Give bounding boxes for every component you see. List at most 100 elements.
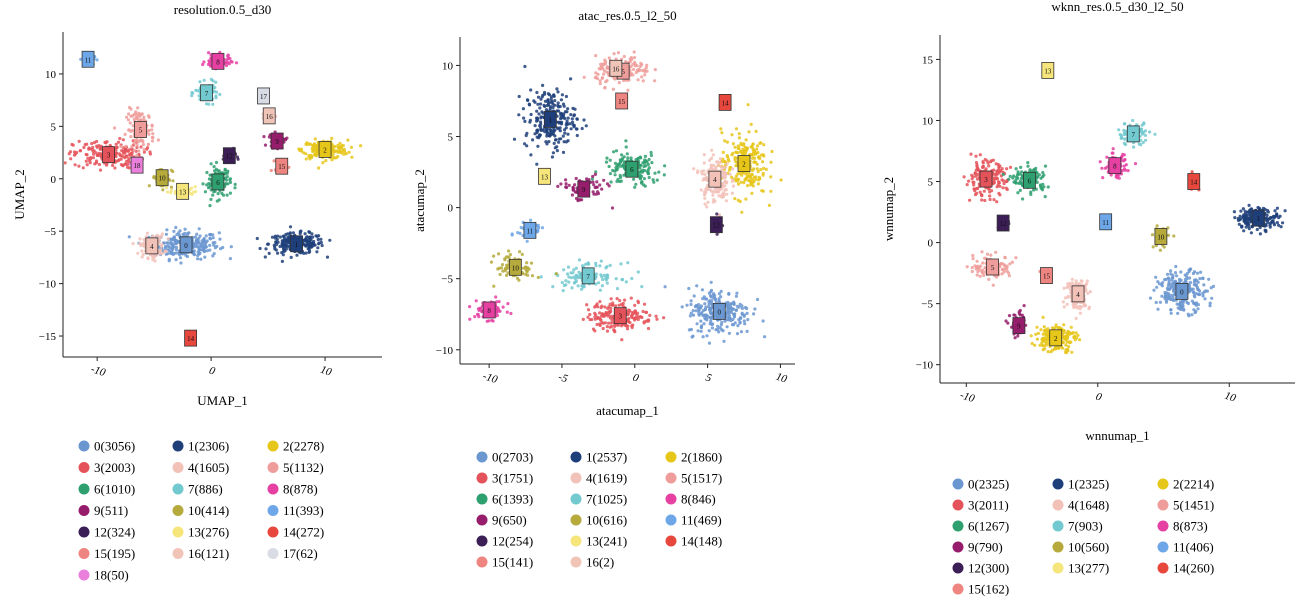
data-point bbox=[633, 304, 636, 307]
data-point bbox=[582, 285, 585, 288]
data-point bbox=[712, 198, 715, 201]
data-point bbox=[979, 275, 982, 278]
data-point bbox=[606, 325, 609, 328]
legend-swatch bbox=[173, 548, 184, 559]
data-point bbox=[971, 181, 974, 184]
data-point bbox=[1265, 224, 1268, 227]
data-point bbox=[1165, 301, 1168, 304]
cluster-label-15: 15 bbox=[616, 93, 628, 109]
data-point bbox=[726, 325, 729, 328]
data-point bbox=[346, 139, 349, 142]
data-point bbox=[214, 81, 217, 84]
data-point bbox=[198, 227, 201, 230]
data-point bbox=[725, 188, 728, 191]
legend-swatch bbox=[79, 505, 90, 516]
data-point bbox=[290, 256, 293, 259]
data-point bbox=[194, 190, 197, 193]
data-point bbox=[168, 259, 171, 262]
data-point bbox=[208, 204, 211, 207]
data-point bbox=[762, 174, 765, 177]
data-point bbox=[1062, 323, 1065, 326]
data-point bbox=[203, 249, 206, 252]
data-point bbox=[761, 160, 764, 163]
y-tick-label: 5 bbox=[448, 132, 454, 144]
data-point bbox=[1156, 308, 1159, 311]
data-point bbox=[1014, 256, 1017, 259]
x-tick-label: 10 bbox=[319, 364, 334, 379]
legend-swatch bbox=[477, 515, 488, 526]
data-point bbox=[468, 318, 471, 321]
data-point bbox=[234, 183, 237, 186]
data-point bbox=[1198, 290, 1201, 293]
data-point bbox=[1245, 216, 1248, 219]
data-point bbox=[136, 117, 139, 120]
data-point bbox=[750, 173, 753, 176]
data-point bbox=[736, 305, 739, 308]
data-point bbox=[1075, 317, 1078, 320]
data-point bbox=[130, 145, 133, 148]
data-point bbox=[693, 294, 696, 297]
data-point bbox=[150, 128, 153, 131]
data-point bbox=[998, 193, 1001, 196]
data-point bbox=[197, 249, 200, 252]
data-point bbox=[703, 177, 706, 180]
data-point bbox=[968, 199, 971, 202]
data-point bbox=[1016, 191, 1019, 194]
y-tick-label: 5 bbox=[51, 121, 57, 133]
data-point bbox=[218, 238, 221, 241]
data-point bbox=[573, 183, 576, 186]
data-point bbox=[631, 324, 634, 327]
data-point bbox=[1148, 130, 1151, 133]
data-point bbox=[1015, 167, 1018, 170]
data-point bbox=[1208, 304, 1211, 307]
data-point bbox=[983, 190, 986, 193]
data-point bbox=[111, 164, 114, 167]
data-point bbox=[147, 133, 150, 136]
data-point bbox=[557, 101, 560, 104]
data-point bbox=[142, 238, 145, 241]
data-point bbox=[598, 67, 601, 70]
data-point bbox=[1066, 331, 1069, 334]
data-point bbox=[607, 305, 610, 308]
legend-label: 6(1010) bbox=[94, 482, 135, 497]
legend-item: 11(393) bbox=[268, 503, 324, 518]
data-point bbox=[681, 305, 684, 308]
data-point bbox=[737, 183, 740, 186]
data-point bbox=[524, 265, 527, 268]
data-point bbox=[606, 276, 609, 279]
data-point bbox=[630, 314, 633, 317]
data-point bbox=[1084, 288, 1087, 291]
data-point bbox=[340, 144, 343, 147]
data-point bbox=[229, 177, 232, 180]
data-point bbox=[539, 102, 542, 105]
data-point bbox=[1026, 165, 1029, 168]
data-point bbox=[556, 90, 559, 93]
data-point bbox=[1039, 328, 1042, 331]
data-point bbox=[164, 250, 167, 253]
data-point bbox=[619, 158, 622, 161]
data-point bbox=[565, 123, 568, 126]
legend-label: 15(141) bbox=[492, 555, 533, 570]
data-point bbox=[562, 151, 565, 154]
data-point bbox=[731, 167, 734, 170]
data-point bbox=[747, 130, 750, 133]
data-point bbox=[580, 198, 583, 201]
data-point bbox=[1144, 134, 1147, 137]
data-point bbox=[566, 120, 569, 123]
data-point bbox=[1166, 273, 1169, 276]
data-point bbox=[746, 174, 749, 177]
data-point bbox=[1195, 283, 1198, 286]
data-point bbox=[700, 170, 703, 173]
cluster-label-3: 3 bbox=[103, 147, 115, 163]
x-axis-label: UMAP_1 bbox=[197, 393, 248, 408]
data-point bbox=[597, 281, 600, 284]
data-point bbox=[1169, 269, 1172, 272]
data-point bbox=[229, 192, 232, 195]
data-point bbox=[523, 142, 526, 145]
data-point bbox=[600, 188, 603, 191]
data-point bbox=[193, 253, 196, 256]
data-point bbox=[648, 158, 651, 161]
data-point bbox=[582, 118, 585, 121]
data-point bbox=[561, 281, 564, 284]
data-point bbox=[505, 255, 508, 258]
